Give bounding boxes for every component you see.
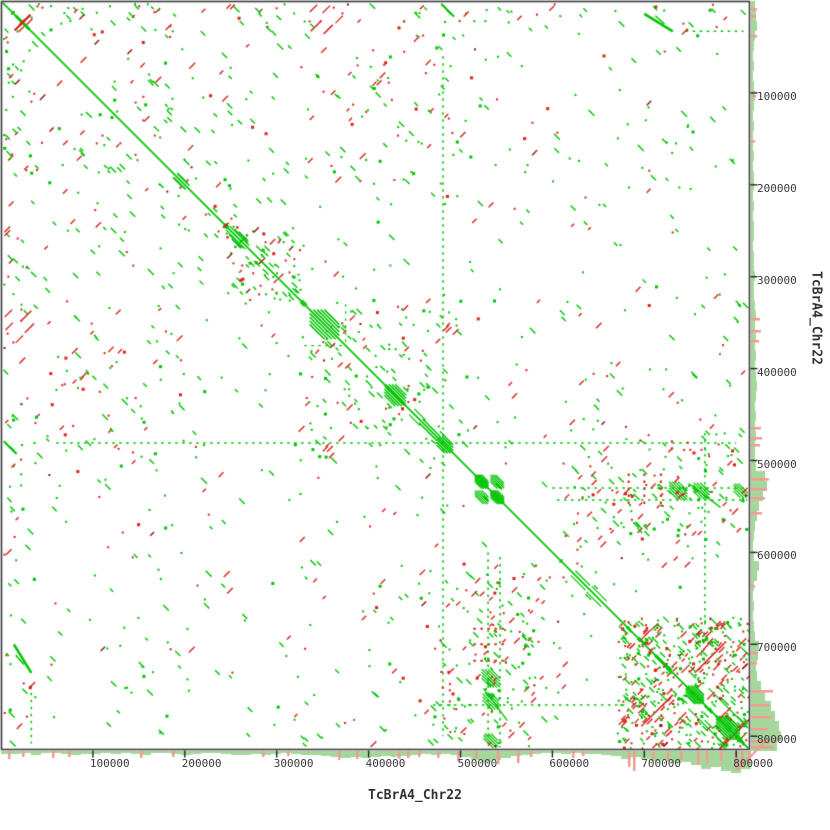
- x-tick-label: 700000: [641, 757, 682, 770]
- y-tick-label: 300000: [757, 273, 797, 287]
- x-axis-title: TcBrA4_Chr22: [368, 788, 462, 803]
- x-tick-label: 400000: [365, 757, 406, 770]
- x-tick-label: 100000: [89, 757, 130, 770]
- x-tick-label: 200000: [181, 757, 222, 770]
- x-tick-label: 600000: [549, 757, 590, 770]
- y-tick-label: 600000: [757, 549, 797, 563]
- y-tick-label: 200000: [757, 181, 797, 195]
- x-tick-label: 500000: [457, 757, 498, 770]
- y-tick-label: 700000: [757, 641, 797, 655]
- y-tick-label: 400000: [757, 365, 797, 379]
- x-tick-label: 300000: [273, 757, 314, 770]
- y-axis-title: TcBrA4_Chr22: [808, 271, 824, 365]
- x-tick-label: 800000: [733, 757, 773, 770]
- y-tick-label: 100000: [757, 89, 797, 103]
- y-tick-label: 800000: [757, 733, 797, 747]
- y-tick-label: 500000: [757, 457, 797, 471]
